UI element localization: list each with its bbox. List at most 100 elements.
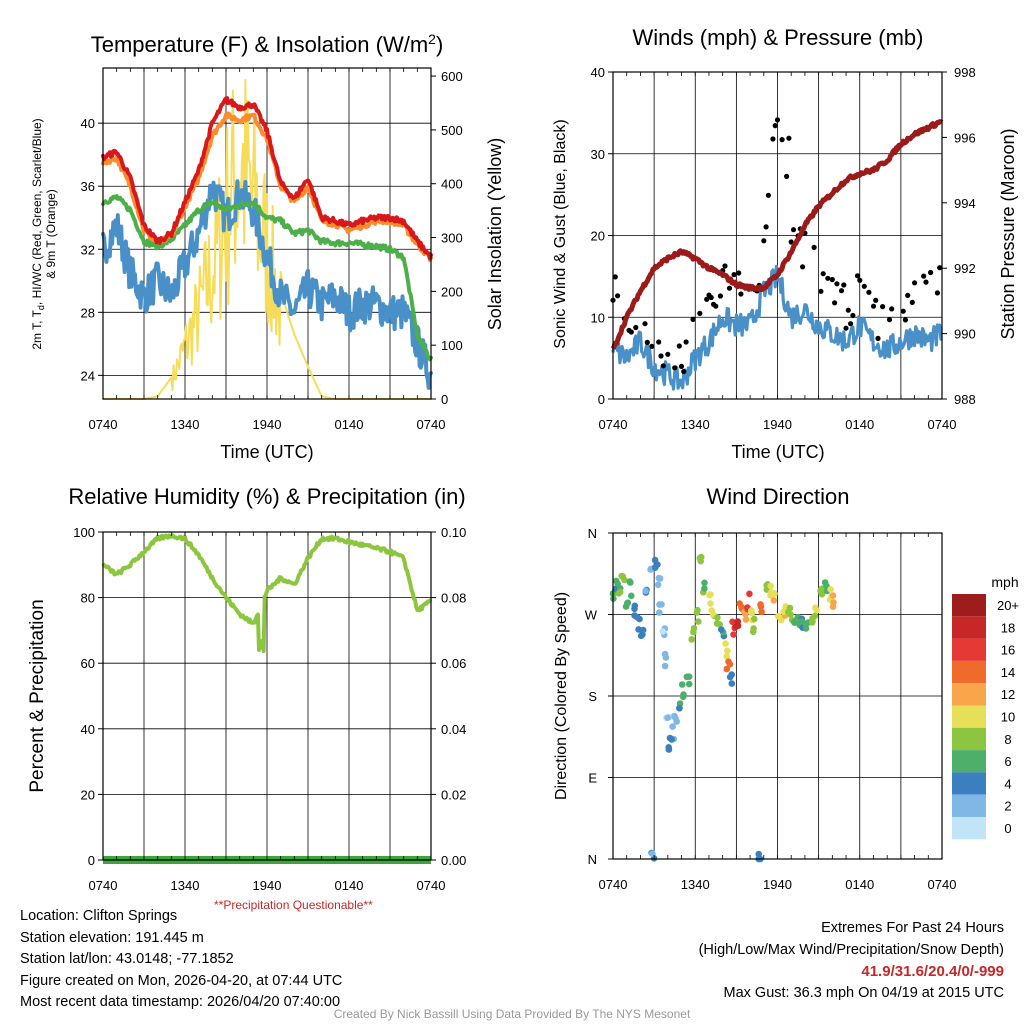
- gust-point: [770, 136, 776, 142]
- direction-point: [770, 597, 778, 604]
- winds-panel: Winds (mph) & Pressure (mb) 0740 1340 1940…: [552, 25, 1018, 462]
- extremes-values: 41.9/31.6/20.4/0/-999: [861, 963, 1004, 980]
- direction-point: [811, 612, 819, 620]
- direction-point: [791, 619, 798, 626]
- direction-point: [680, 691, 687, 698]
- extremes-subtitle: (High/Low/Max Wind/Precipitation/Snow De…: [698, 941, 1004, 958]
- gust-point: [660, 363, 666, 369]
- y-tick-label-left: 100: [73, 525, 95, 540]
- gust-point: [678, 363, 685, 369]
- pressure-line: [610, 119, 944, 350]
- direction-point: [628, 592, 635, 600]
- gust-point: [928, 269, 934, 276]
- colorbar-swatch: [952, 705, 986, 728]
- direction-point: [767, 582, 774, 590]
- y-tick-label-right: 0.06: [441, 656, 466, 671]
- gust-point: [921, 273, 927, 279]
- winds-ylabel-right: Station Pressure (Maroon): [998, 128, 1018, 339]
- y-tick-label-right: 0.00: [441, 853, 466, 868]
- colorbar-swatch: [952, 727, 986, 751]
- direction-point: [651, 564, 659, 571]
- gust-point: [850, 312, 856, 319]
- direction-point: [723, 653, 730, 660]
- gust-point: [708, 294, 714, 301]
- extremes-info: Extremes For Past 24 Hours (High/Low/Max…: [699, 918, 1004, 1004]
- gust-point: [818, 288, 824, 294]
- y-tick-label-right: 400: [441, 177, 463, 192]
- direction-point: [785, 608, 792, 616]
- gust-point: [854, 273, 861, 279]
- gust-point: [704, 296, 710, 302]
- direction-point: [755, 850, 762, 858]
- direction-point: [685, 680, 693, 688]
- colorbar-label: 6: [1004, 754, 1011, 769]
- temperature-ylabel-left-line1: 2m T, Td, HI/WC (Red, Green, Scarlet/Blu…: [30, 118, 46, 349]
- direction-point: [775, 613, 782, 620]
- y-tick-label-left: 20: [591, 229, 605, 244]
- direction-point: [690, 624, 698, 632]
- series-line-3: [101, 179, 433, 390]
- y-tick-label-left: 40: [591, 65, 605, 80]
- colorbar-label: 10: [1001, 710, 1015, 725]
- direction-point: [730, 631, 737, 638]
- gust-point: [889, 306, 895, 312]
- colorbar-swatch: [952, 817, 986, 840]
- gust-point: [934, 290, 941, 296]
- gust-point: [829, 276, 835, 283]
- direction-point: [668, 736, 675, 743]
- direction-point: [751, 615, 758, 623]
- direction-point: [757, 603, 765, 610]
- temperature-panel: Temperature (F) & Insolation (W/m2) 0740…: [30, 31, 505, 462]
- gust-point: [722, 263, 728, 269]
- direction-tick-label: W: [585, 608, 598, 623]
- max-gust: Max Gust: 36.3 mph On 04/19 at 2015 UTC: [723, 984, 1004, 1001]
- y-tick-label-right: 996: [954, 130, 976, 145]
- station-location: Location: Clifton Springs: [20, 908, 178, 924]
- colorbar-label: 0: [1004, 821, 1011, 836]
- x-tick-label: 1940: [763, 877, 792, 892]
- direction-tick-label: E: [588, 771, 597, 786]
- extremes-title: Extremes For Past 24 Hours: [821, 920, 1004, 936]
- gust-point: [738, 291, 744, 297]
- gust-point: [825, 275, 831, 281]
- gust-point: [784, 173, 790, 179]
- y-tick-label-left: 40: [81, 116, 95, 131]
- y-tick-label-right: 0.08: [441, 591, 466, 606]
- rh-line: [101, 533, 433, 654]
- direction-point: [618, 572, 625, 580]
- y-tick-label-right: 992: [954, 261, 976, 276]
- colorbar-label: 8: [1004, 732, 1011, 747]
- y-tick-label-right: 500: [441, 123, 463, 138]
- direction-point: [746, 590, 753, 598]
- credit-line: Created By Nick Bassill Using Data Provi…: [333, 1007, 691, 1021]
- y-tick-label-right: 300: [441, 231, 463, 246]
- gust-point: [866, 289, 872, 295]
- gust-point: [880, 304, 886, 310]
- gust-point: [820, 271, 826, 277]
- y-tick-label-left: 30: [591, 147, 605, 162]
- direction-point: [664, 714, 671, 721]
- x-tick-label: 0740: [417, 878, 446, 893]
- direction-point: [671, 712, 678, 720]
- y-tick-label-left: 40: [81, 722, 95, 737]
- gust-point: [633, 324, 639, 331]
- direction-point: [642, 587, 649, 595]
- rh-ticks: 0740 1340 1940 0140 0740 0 20 40 60 80 100 0.00 0.02…: [73, 525, 466, 893]
- colorbar: 20+ 18 16 14 12 10 8 6 4 2 0: [952, 594, 1019, 840]
- temperature-ticks: 0740 1340 1940 0140 074024283236400100200300…: [81, 68, 463, 432]
- y-tick-label-right: 200: [441, 284, 463, 299]
- direction-point: [701, 585, 708, 592]
- direction-point: [812, 604, 819, 611]
- gust-point: [902, 317, 909, 323]
- direction-tick-label: N: [588, 852, 597, 867]
- gust-point: [731, 272, 737, 278]
- colorbar-label: 18: [1001, 620, 1015, 635]
- winds-ylabel-left: Sonic Wind & Gust (Blue, Black): [552, 119, 569, 348]
- direction-point: [683, 673, 691, 681]
- direction-point: [656, 609, 663, 616]
- y-tick-label-right: 0.10: [441, 525, 466, 540]
- recent-data-timestamp: Most recent data timestamp: 2026/04/20 0…: [20, 994, 341, 1010]
- direction-point: [758, 608, 765, 616]
- gust-point: [628, 329, 634, 335]
